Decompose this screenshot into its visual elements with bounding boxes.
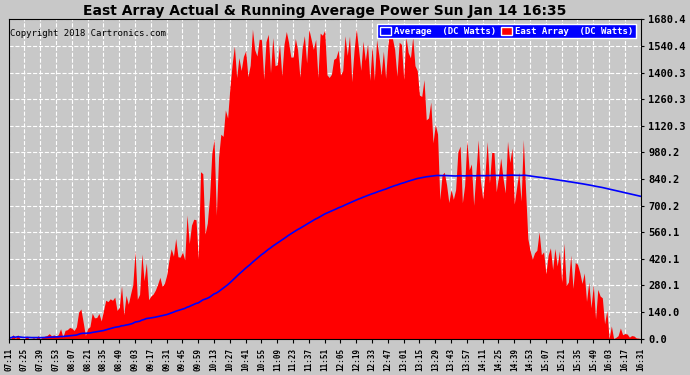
Title: East Array Actual & Running Average Power Sun Jan 14 16:35: East Array Actual & Running Average Powe… [83,4,566,18]
Text: Copyright 2018 Cartronics.com: Copyright 2018 Cartronics.com [10,29,166,38]
Legend: Average  (DC Watts), East Array  (DC Watts): Average (DC Watts), East Array (DC Watts… [377,24,636,38]
